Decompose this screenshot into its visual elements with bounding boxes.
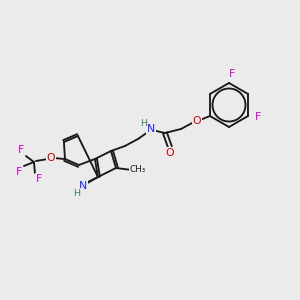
Text: F: F — [16, 167, 22, 177]
Text: F: F — [18, 145, 24, 155]
Text: F: F — [255, 112, 261, 122]
Text: N: N — [79, 181, 87, 191]
Text: F: F — [229, 69, 235, 79]
Text: N: N — [147, 124, 155, 134]
Text: CH₃: CH₃ — [130, 166, 146, 175]
Text: O: O — [193, 116, 201, 126]
Text: O: O — [166, 148, 174, 158]
Text: F: F — [36, 174, 42, 184]
Text: O: O — [46, 153, 55, 163]
Text: H: H — [140, 118, 147, 127]
Text: H: H — [74, 188, 80, 197]
